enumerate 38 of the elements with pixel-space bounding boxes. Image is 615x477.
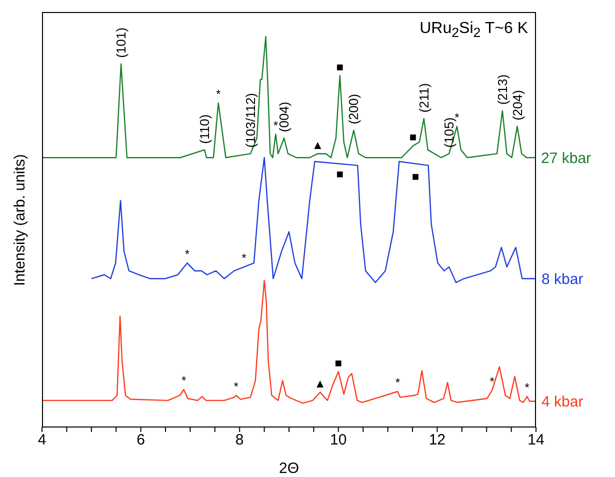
annotation: ▲ (312, 138, 324, 152)
annotation: * (454, 110, 460, 125)
annotation: (200) (346, 94, 362, 124)
annotation: * (184, 247, 190, 262)
x-tick-label: 4 (38, 432, 46, 449)
annotation: (204) (510, 90, 525, 120)
y-axis-title: Intensity (arb. units) (12, 154, 28, 286)
annotation: (101) (114, 28, 129, 58)
annotation: * (490, 374, 495, 388)
series-label: 8 kbar (542, 270, 584, 288)
series-label: 27 kbar (541, 150, 592, 167)
annotation: (213) (494, 74, 510, 105)
annotation: * (273, 118, 278, 132)
x-tick-label: 8 (235, 432, 244, 449)
annotation: ■ (334, 356, 342, 370)
annotation: ■ (412, 169, 420, 184)
annotation: (105) (442, 117, 457, 148)
annotation: ■ (336, 167, 344, 182)
x-tick-label: 14 (528, 432, 544, 449)
x-tick-label: 12 (428, 432, 446, 449)
annotation: ■ (336, 60, 344, 74)
annotation: (004) (276, 102, 292, 132)
x-axis-title: 2Θ (278, 460, 300, 477)
annotation: (211) (416, 83, 432, 113)
annotation: ▲ (314, 376, 326, 390)
annotation: * (234, 380, 239, 394)
series-label: 4 kbar (542, 393, 584, 410)
annotation: * (524, 380, 530, 395)
annotation: * (181, 374, 186, 388)
annotation: URu$_{2}$Si$_{2}$ T~6 K (420, 20, 528, 40)
annotation: (103/112) (243, 93, 258, 148)
annotation: (110) (197, 114, 212, 144)
x-tick-label: 6 (136, 432, 145, 449)
annotation: * (242, 251, 247, 266)
annotation: * (395, 376, 400, 390)
annotation: * (216, 87, 222, 102)
x-tick-label: 10 (330, 432, 347, 449)
annotation: ■ (409, 130, 417, 144)
